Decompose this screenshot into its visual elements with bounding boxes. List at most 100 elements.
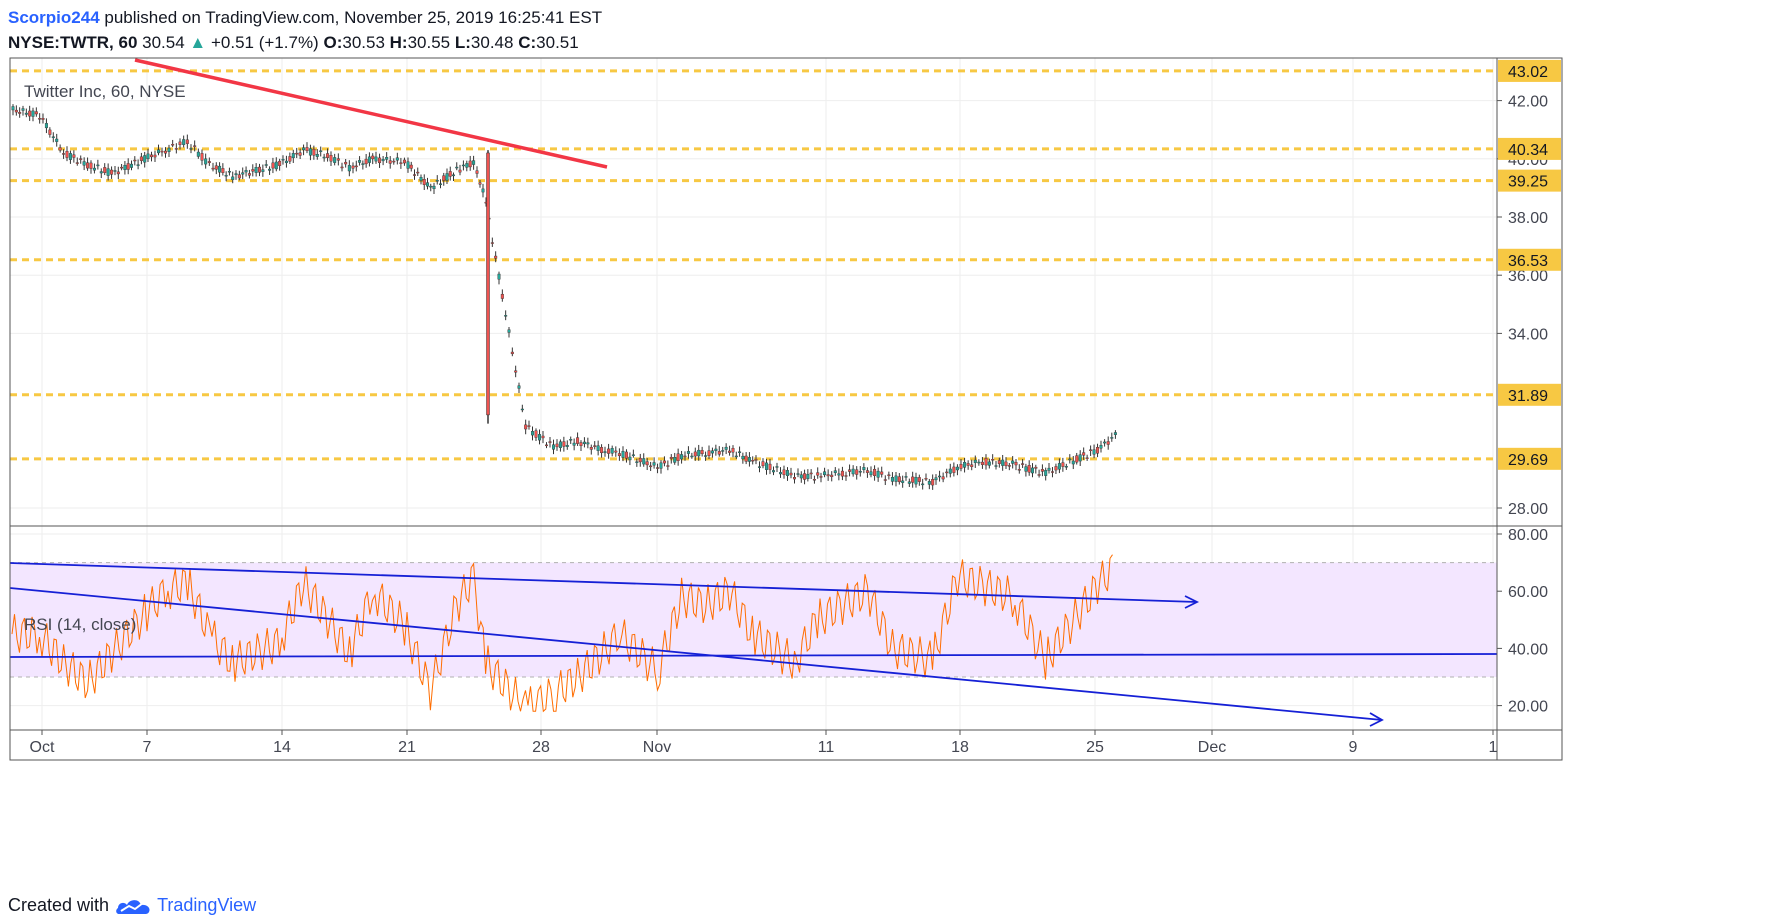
- candle-body: [291, 153, 295, 159]
- candle-body: [374, 156, 378, 162]
- symbol-quote-line: NYSE:TWTR, 60 30.54 ▲ +0.51 (+1.7%) O:30…: [8, 33, 579, 53]
- candle-body: [481, 188, 485, 193]
- candle-body: [840, 470, 844, 477]
- time-axis[interactable]: Oct 7 14 21 28 Nov 11 18 25 Dec 9 1: [30, 730, 1498, 756]
- candle-body: [298, 152, 302, 156]
- candle-body: [1064, 466, 1068, 468]
- candle-body: [497, 273, 501, 280]
- candle-body: [520, 408, 524, 411]
- candle-body: [284, 160, 288, 164]
- price-pane-title: Twitter Inc, 60, NYSE: [24, 82, 186, 101]
- candle-body: [258, 166, 262, 173]
- candle-body: [927, 481, 931, 485]
- candle-body: [156, 149, 160, 154]
- tradingview-brand-link[interactable]: TradingView: [157, 895, 257, 915]
- candle-body: [997, 460, 1001, 464]
- candle-body: [1110, 437, 1114, 439]
- candle-body: [617, 453, 621, 457]
- high-value: 30.55: [407, 33, 451, 52]
- candle-body: [747, 457, 751, 462]
- candle-body: [635, 461, 639, 463]
- level-price-tag-label: 31.89: [1508, 388, 1548, 405]
- candle-body: [924, 478, 928, 480]
- candle-body: [18, 112, 22, 114]
- candle-body: [816, 472, 820, 476]
- candle-body: [700, 450, 704, 455]
- candle-body: [917, 477, 921, 482]
- candle-body: [970, 464, 974, 467]
- candle-body: [167, 147, 171, 153]
- price-tick-label: 28.00: [1508, 501, 1548, 518]
- candle-body: [224, 174, 228, 177]
- candle-body: [1037, 474, 1041, 476]
- time-tick-label: 11: [818, 739, 835, 756]
- candle-body: [645, 461, 649, 466]
- candle-body: [806, 474, 810, 479]
- arrow-right-icon: [1369, 712, 1384, 727]
- candle-body: [1092, 449, 1096, 455]
- candle-body: [1001, 459, 1005, 466]
- candle-body: [79, 158, 83, 160]
- candle-body: [378, 157, 382, 164]
- candle-body: [1078, 454, 1082, 462]
- level-price-tag-label: 39.25: [1508, 174, 1548, 191]
- candle-body: [823, 471, 827, 476]
- candle-body: [218, 165, 222, 173]
- candle-body: [652, 462, 656, 466]
- candle-body: [51, 136, 55, 138]
- candle-body: [347, 165, 351, 172]
- time-tick-label: 1: [1489, 739, 1498, 756]
- candle-body: [844, 475, 848, 477]
- candle-body: [555, 443, 559, 448]
- candle-body: [607, 448, 611, 454]
- time-tick-label: Dec: [1198, 739, 1226, 756]
- outer-frame: [9, 57, 1563, 761]
- candle-body: [278, 160, 282, 166]
- candle-body: [826, 474, 830, 477]
- price-tick-label: 38.00: [1508, 210, 1548, 227]
- rsi-tick-label: 20.00: [1508, 699, 1548, 716]
- candle-body: [980, 461, 984, 465]
- candle-body: [510, 351, 514, 355]
- candle-body: [268, 168, 272, 171]
- candle-body: [1047, 467, 1051, 471]
- candle-body: [106, 168, 110, 176]
- candle-body: [326, 153, 330, 158]
- candle-body: [251, 169, 255, 172]
- candle-body: [136, 164, 140, 166]
- candle-body: [55, 138, 59, 142]
- candle-body: [966, 463, 970, 466]
- candle-body: [28, 110, 32, 117]
- candle-body: [344, 161, 348, 165]
- candle-body: [710, 450, 714, 454]
- candle-body: [977, 461, 981, 464]
- candle-body: [994, 465, 998, 467]
- candle-body: [455, 166, 459, 169]
- rsi-axis[interactable]: 80.00 60.00 40.00 20.00: [1497, 527, 1548, 716]
- candle-body: [921, 483, 925, 486]
- candle-body: [426, 182, 430, 187]
- candle-body: [322, 156, 326, 159]
- author-link[interactable]: Scorpio244: [8, 8, 100, 27]
- candle-body: [717, 451, 721, 455]
- candle-body: [869, 471, 873, 476]
- candle-body: [21, 108, 25, 111]
- candle-body: [468, 160, 472, 168]
- candle-body: [241, 172, 245, 175]
- price-level-lines: [10, 69, 1497, 461]
- candle-body: [500, 293, 504, 299]
- rsi-band: [10, 562, 1497, 678]
- time-tick-label: 25: [1086, 739, 1104, 756]
- candle-body: [963, 461, 967, 468]
- price-tick-label: 34.00: [1508, 326, 1548, 343]
- candle-body: [274, 161, 278, 170]
- candle-body: [31, 110, 35, 117]
- candle-body: [1068, 458, 1072, 461]
- candle-body: [281, 158, 285, 161]
- candle-body: [548, 441, 552, 443]
- candle-body: [120, 166, 124, 169]
- rsi-line: [11, 554, 1113, 713]
- level-price-tag-label: 29.69: [1508, 452, 1548, 469]
